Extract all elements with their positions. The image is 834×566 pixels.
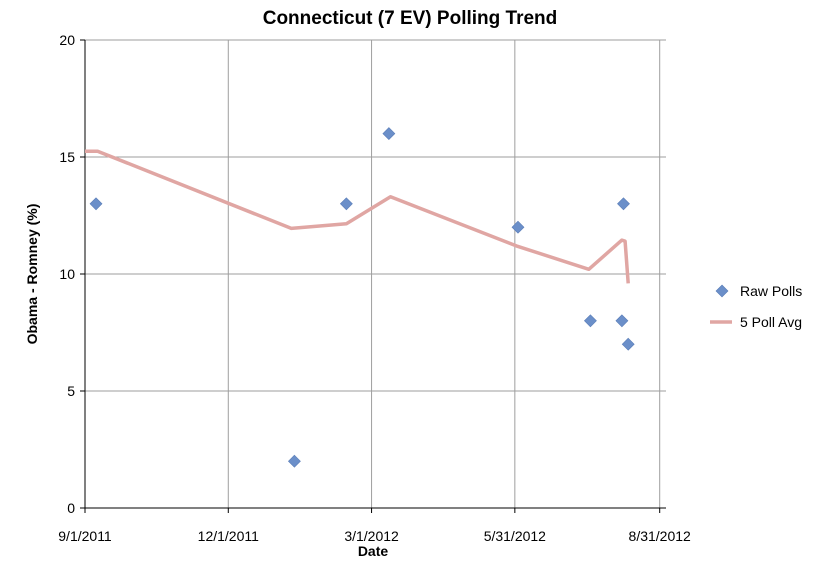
legend-label-raw-polls: Raw Polls (740, 283, 802, 299)
legend-label-5-poll-avg: 5 Poll Avg (740, 314, 802, 330)
legend: Raw Polls 5 Poll Avg (710, 283, 802, 330)
chart-title: Connecticut (7 EV) Polling Trend (263, 8, 558, 29)
poll-point (287, 454, 301, 468)
y-axis-title: Obama - Romney (%) (24, 204, 40, 345)
x-tick-label: 8/31/2012 (629, 528, 691, 544)
poll-point (339, 197, 353, 211)
x-tick-label: 5/31/2012 (484, 528, 546, 544)
y-tick-label: 5 (67, 383, 75, 399)
x-axis-title: Date (358, 543, 389, 559)
poll-point (617, 197, 630, 211)
poll-point (621, 337, 635, 351)
avg-line (85, 149, 630, 284)
x-tick-label: 3/1/2012 (344, 528, 399, 544)
poll-point (615, 314, 629, 328)
poll-point (511, 220, 525, 234)
x-tick-label: 9/1/2011 (58, 528, 112, 544)
series (85, 127, 635, 468)
gridlines (85, 39, 666, 508)
poll-point (583, 314, 597, 328)
y-tick-label: 15 (59, 149, 75, 165)
x-tick-labels: 9/1/2011 12/1/2011 3/1/2012 5/31/2012 8/31/2… (58, 528, 691, 544)
y-tick-labels: 0 5 10 15 20 (59, 32, 75, 516)
y-tick-label: 10 (59, 266, 75, 282)
x-tick-label: 12/1/2011 (198, 528, 259, 544)
poll-point (382, 127, 396, 141)
y-tick-label: 0 (67, 500, 75, 516)
axes (80, 39, 666, 513)
y-tick-label: 20 (59, 32, 75, 48)
poll-point (89, 197, 103, 211)
legend-marker-raw-polls (715, 284, 729, 298)
